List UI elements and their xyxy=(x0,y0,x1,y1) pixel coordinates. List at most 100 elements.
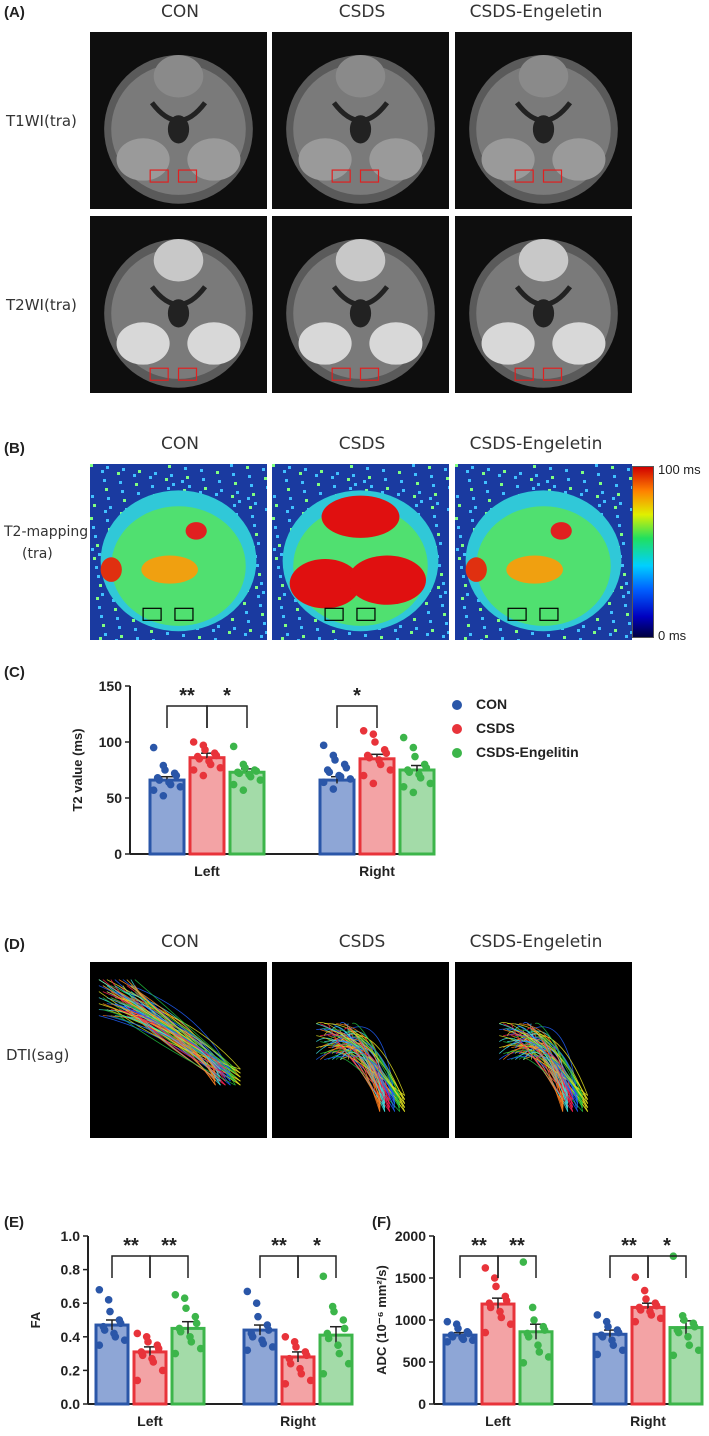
data-point xyxy=(120,1336,129,1344)
x-tick-label: Left xyxy=(194,863,220,879)
significance-bracket xyxy=(297,1255,337,1278)
data-point xyxy=(335,1349,344,1358)
data-point xyxy=(359,727,368,735)
significance-label: * xyxy=(223,685,231,707)
data-point xyxy=(685,1341,694,1349)
data-point xyxy=(329,785,338,793)
y-tick-label: 0.8 xyxy=(61,1262,81,1278)
data-point xyxy=(159,791,168,800)
data-point xyxy=(593,1350,602,1359)
dti-image-1 xyxy=(272,962,449,1138)
data-point xyxy=(176,1327,185,1336)
data-point xyxy=(319,1369,328,1378)
data-point xyxy=(530,1316,538,1324)
data-point xyxy=(443,1338,452,1346)
data-point xyxy=(618,1346,627,1355)
significance-bracket xyxy=(459,1255,499,1278)
data-point xyxy=(459,1335,468,1344)
data-point xyxy=(161,766,169,774)
data-point xyxy=(598,1333,607,1341)
data-point xyxy=(252,767,261,775)
colorbar-min-label: 0 ms xyxy=(658,628,687,643)
t2map-image-0 xyxy=(90,464,267,640)
data-point xyxy=(268,1343,277,1351)
data-point xyxy=(492,1282,500,1291)
legend-label-csds: CSDS xyxy=(476,720,515,736)
data-point xyxy=(171,1291,180,1299)
data-point xyxy=(243,1346,252,1355)
col-label-csds-engeletin: CSDS-Engeletin xyxy=(469,2,603,22)
data-point xyxy=(229,780,238,789)
significance-label: ** xyxy=(509,1235,525,1257)
t1wi-image-2 xyxy=(455,32,632,209)
data-point xyxy=(690,1322,699,1331)
data-point xyxy=(369,779,378,788)
data-point xyxy=(631,1317,640,1326)
legend-item-con: CON xyxy=(452,696,507,712)
data-point xyxy=(241,763,249,772)
data-point xyxy=(519,1359,528,1367)
significance-bracket xyxy=(206,705,248,728)
data-point xyxy=(382,749,391,757)
data-point xyxy=(259,1339,268,1348)
data-point xyxy=(235,769,244,778)
data-point xyxy=(674,1328,683,1337)
data-point xyxy=(490,1274,499,1282)
legend-dot-con xyxy=(452,700,462,711)
y-axis-label: FA xyxy=(30,1311,43,1328)
data-point xyxy=(481,1328,490,1337)
significance-label: ** xyxy=(179,685,195,707)
data-point xyxy=(340,1324,349,1333)
y-axis-label: ADC (10⁻⁶ mm²/s) xyxy=(374,1265,389,1375)
t1wi-image-0 xyxy=(90,32,267,209)
col-label-b-con: CON xyxy=(161,434,199,454)
row-label-t2-mapping: T2-mapping xyxy=(4,524,89,540)
data-point xyxy=(180,1294,189,1302)
significance-bracket xyxy=(336,705,378,728)
col-label-b-csds: CSDS xyxy=(338,434,386,454)
t2map-image-2 xyxy=(455,464,632,640)
y-tick-label: 0.2 xyxy=(61,1362,81,1378)
data-point xyxy=(369,730,378,738)
panel-letter-e: (E) xyxy=(4,1214,24,1231)
col-label-b-csds-engeletin: CSDS-Engeletin xyxy=(469,434,603,454)
data-point xyxy=(199,771,208,780)
data-point xyxy=(631,1273,640,1281)
data-point xyxy=(248,1333,257,1341)
legend-dot-csds xyxy=(452,724,462,735)
data-point xyxy=(246,772,255,781)
y-tick-label: 100 xyxy=(99,734,123,750)
data-point xyxy=(652,1301,661,1310)
bar-chart-c-left-1 xyxy=(188,756,226,856)
data-point xyxy=(486,1303,495,1312)
data-point xyxy=(191,1312,200,1321)
data-point xyxy=(319,741,328,750)
data-point xyxy=(534,1341,542,1349)
data-point xyxy=(144,1338,152,1346)
data-point xyxy=(212,751,221,760)
data-point xyxy=(206,760,215,769)
data-point xyxy=(344,1359,353,1368)
col-label-con: CON xyxy=(161,2,199,22)
data-point xyxy=(95,1341,104,1349)
t1wi-image-1 xyxy=(272,32,449,209)
data-point xyxy=(216,763,225,772)
data-point xyxy=(172,771,181,780)
data-point xyxy=(116,1319,125,1328)
data-point xyxy=(133,1376,142,1385)
col-label-csds: CSDS xyxy=(338,2,386,22)
significance-bracket xyxy=(497,1255,537,1278)
legend-item-csds-engelitin: CSDS-Engelitin xyxy=(452,744,579,760)
data-point xyxy=(502,1296,511,1305)
data-point xyxy=(540,1326,549,1334)
data-point xyxy=(464,1329,473,1338)
data-point xyxy=(324,1334,333,1343)
data-point xyxy=(149,1358,158,1366)
y-axis-label: T2 value (ms) xyxy=(70,728,85,811)
data-point xyxy=(481,1264,490,1272)
significance-bracket xyxy=(647,1255,687,1278)
data-point xyxy=(399,783,408,791)
data-point xyxy=(684,1333,692,1341)
data-point xyxy=(331,756,339,764)
data-point xyxy=(359,771,368,780)
